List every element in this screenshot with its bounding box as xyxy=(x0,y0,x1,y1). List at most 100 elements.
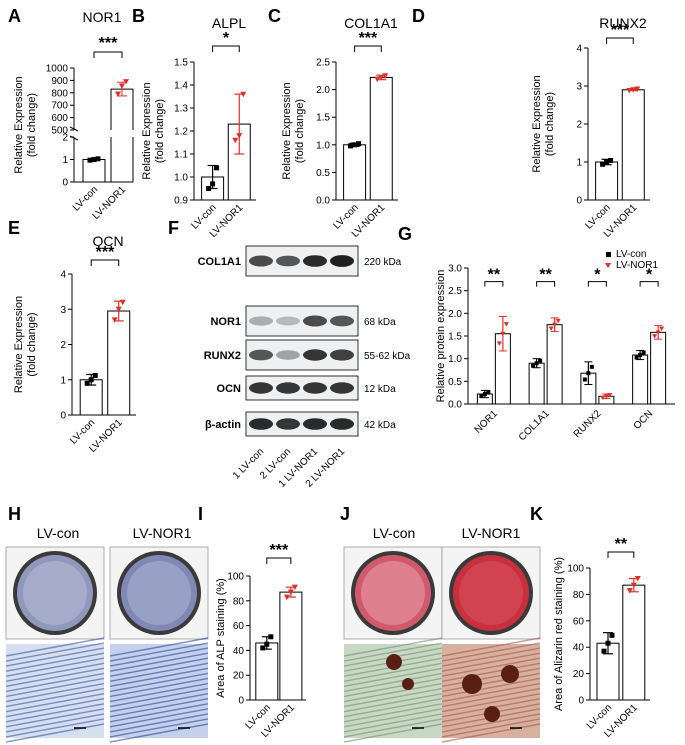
significance-label: *** xyxy=(269,542,288,559)
y-tick-label: 1 xyxy=(576,158,582,169)
data-point xyxy=(119,299,126,306)
y-axis-label: (fold change) xyxy=(154,99,166,163)
fiber xyxy=(441,637,541,657)
y-axis-label: (fold change) xyxy=(26,312,38,376)
fiber xyxy=(441,647,541,667)
fiber xyxy=(343,672,443,693)
y-axis-label: (fold change) xyxy=(544,92,556,156)
significance-label: *** xyxy=(99,35,118,52)
blot-band xyxy=(303,315,327,327)
chart-A: NOR1 Relative Expression (fold change) 500 6… xyxy=(13,9,134,222)
fiber xyxy=(343,723,443,743)
data-point xyxy=(604,159,610,165)
data-point xyxy=(91,157,97,162)
y-tick-label: 2 xyxy=(576,120,582,131)
fiber xyxy=(343,692,443,713)
chart-title: RUNX2 xyxy=(599,15,647,31)
fiber xyxy=(441,723,541,743)
data-point xyxy=(634,576,641,582)
data-point xyxy=(123,79,129,85)
fiber xyxy=(441,667,541,688)
kda-label: 220 kDa xyxy=(364,257,402,268)
y-tick-label: 700 xyxy=(51,101,68,112)
data-point xyxy=(630,582,637,589)
data-point xyxy=(605,640,611,646)
data-point xyxy=(374,76,381,83)
blot-band xyxy=(249,316,273,326)
y-tick-label: 1.4 xyxy=(174,81,188,92)
fiber xyxy=(5,682,105,703)
nodule xyxy=(386,654,402,670)
fiber xyxy=(5,677,105,698)
data-point xyxy=(634,86,641,93)
blot-band xyxy=(330,349,354,361)
kda-label: 42 kDa xyxy=(364,420,396,431)
bar-LV-NOR1 xyxy=(622,584,646,701)
fiber xyxy=(5,647,105,667)
fiber xyxy=(441,652,541,672)
y-axis-label: Relative Expression xyxy=(141,82,153,179)
data-point xyxy=(486,389,491,394)
y-tick-label: 0 xyxy=(60,411,66,422)
blot-band xyxy=(276,350,300,360)
staining-images: LV-con LV-NOR1 LV-con LV-NOR1 xyxy=(5,525,541,743)
y-axis-label: Relative Expression xyxy=(13,76,25,173)
fiber xyxy=(109,652,209,672)
data-point xyxy=(206,186,212,191)
chart-title: NOR1 xyxy=(83,9,122,25)
y-tick-label: 1.0 xyxy=(448,354,462,365)
legend-label: LV-NOR1 xyxy=(616,260,658,271)
data-point xyxy=(634,355,639,360)
protein-label: NOR1 xyxy=(210,316,241,328)
y-tick-label: 0 xyxy=(578,696,584,707)
data-point xyxy=(655,330,661,335)
x-tick-label: COL1A1 xyxy=(517,408,552,443)
blot-band xyxy=(303,255,327,267)
bar-LV-con xyxy=(343,144,367,201)
data-point xyxy=(119,83,125,89)
significance-bracket xyxy=(639,281,659,287)
y-tick-label: 0 xyxy=(238,696,244,707)
significance-label: ** xyxy=(488,267,501,284)
y-axis-label: Relative protein expression xyxy=(435,270,447,403)
x-tick-label: OCN xyxy=(632,408,656,432)
data-point xyxy=(589,364,594,369)
y-tick-label: 1.0 xyxy=(174,173,188,184)
significance-label: *** xyxy=(359,30,378,47)
data-point xyxy=(600,161,606,167)
data-point xyxy=(609,632,615,638)
bar-LV-con xyxy=(255,642,279,701)
blot-band xyxy=(330,315,354,327)
fiber xyxy=(343,677,443,698)
bar-LV-NOR1-lower xyxy=(110,137,134,183)
data-point xyxy=(630,87,637,93)
significance-bracket xyxy=(587,281,607,287)
y-tick-label: 0.0 xyxy=(448,400,462,411)
chart-B: 0.9 1.0 1.1 1.2 1.3 1.4 1.5 ALPL Relative Expres… xyxy=(141,15,256,240)
fiber xyxy=(109,682,209,703)
y-axis-label: Relative Expression xyxy=(531,75,543,172)
data-point xyxy=(87,157,93,163)
protein-label: OCN xyxy=(217,383,242,395)
y-tick-label: 0.5 xyxy=(316,168,330,179)
significance-bracket xyxy=(606,37,634,44)
J-dish-con-center xyxy=(361,561,425,625)
data-point xyxy=(287,589,294,596)
bar-COL1A1-LV-con xyxy=(528,362,545,405)
y-tick-label: 60 xyxy=(233,621,245,632)
axis-break xyxy=(69,126,79,132)
data-point xyxy=(503,322,509,327)
blot-band xyxy=(276,316,300,326)
data-point xyxy=(555,318,561,324)
fiber xyxy=(109,723,209,743)
fiber xyxy=(441,642,541,662)
y-tick-label: 900 xyxy=(51,76,68,87)
blot-band xyxy=(249,418,273,430)
fiber xyxy=(5,703,105,723)
fiber xyxy=(5,708,105,728)
y-tick-label: 0.9 xyxy=(174,196,188,207)
fiber xyxy=(5,642,105,662)
data-point xyxy=(548,326,554,331)
y-tick-label: 1.0 xyxy=(316,140,330,151)
